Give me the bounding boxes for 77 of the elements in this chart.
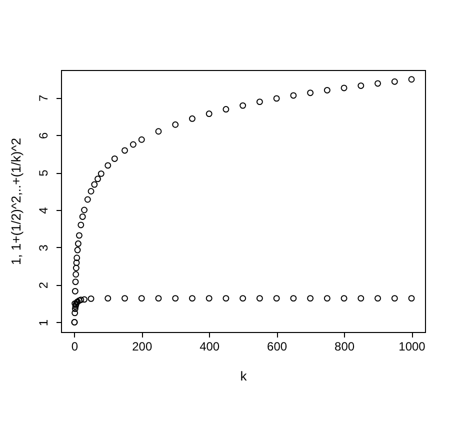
point [307, 90, 314, 96]
point [72, 306, 78, 312]
point [155, 295, 162, 302]
point [273, 295, 280, 302]
point [408, 295, 415, 302]
point [391, 78, 398, 85]
point [188, 295, 196, 302]
point [73, 260, 80, 266]
point [222, 106, 230, 113]
point [74, 254, 80, 262]
y-tick-label: 4 [36, 206, 50, 214]
y-axis-title: 1, 1+(1/2)^2,..+(1/k)^2 [8, 138, 24, 266]
point [88, 295, 94, 302]
point [104, 295, 112, 302]
x-tick-label: 0 [71, 340, 78, 354]
point [240, 295, 246, 302]
point [72, 288, 78, 294]
point [138, 136, 145, 143]
point [256, 295, 263, 302]
point [72, 271, 80, 278]
point [122, 147, 128, 154]
point [290, 295, 297, 302]
point [188, 115, 196, 122]
y-tick-label: 1 [36, 319, 50, 326]
point [81, 296, 88, 303]
point [340, 295, 348, 302]
point [79, 213, 86, 220]
point [391, 295, 398, 302]
point [91, 181, 98, 188]
x-tick-label: 1000 [398, 340, 426, 354]
point [358, 295, 364, 302]
point [290, 92, 297, 99]
point [72, 264, 80, 272]
point [206, 295, 212, 302]
point [111, 155, 118, 162]
point [78, 222, 84, 228]
point [374, 80, 382, 87]
x-tick-label: 600 [267, 340, 288, 354]
point [222, 295, 230, 302]
point [72, 310, 78, 316]
point [340, 84, 348, 92]
y-tick-label: 7 [36, 94, 50, 102]
point [374, 295, 382, 302]
point [98, 170, 104, 177]
point [130, 141, 136, 148]
point [358, 82, 364, 89]
y-tick-label: 5 [36, 169, 50, 176]
point [155, 128, 162, 135]
y-tick-label: 3 [36, 244, 50, 252]
point [138, 295, 145, 302]
point [324, 295, 330, 302]
point [104, 162, 112, 169]
point [76, 232, 82, 239]
point [74, 240, 82, 247]
point [172, 295, 179, 302]
point [84, 196, 91, 203]
point [78, 296, 84, 304]
y-tick-label: 6 [36, 132, 50, 139]
point [122, 295, 128, 302]
x-axis-title: k [240, 368, 248, 384]
y-tick-label: 2 [36, 282, 50, 289]
x-tick-label: 400 [200, 340, 220, 354]
point [81, 206, 88, 214]
point [172, 121, 179, 128]
point [408, 76, 415, 83]
point [324, 86, 330, 94]
point [94, 176, 102, 182]
point [88, 188, 94, 194]
point [256, 98, 263, 106]
point [307, 295, 314, 302]
point [240, 102, 246, 109]
point [206, 110, 212, 118]
point [72, 278, 79, 286]
point [273, 95, 280, 102]
x-tick-label: 800 [334, 340, 355, 354]
point [74, 246, 81, 254]
x-tick-label: 200 [132, 340, 152, 354]
